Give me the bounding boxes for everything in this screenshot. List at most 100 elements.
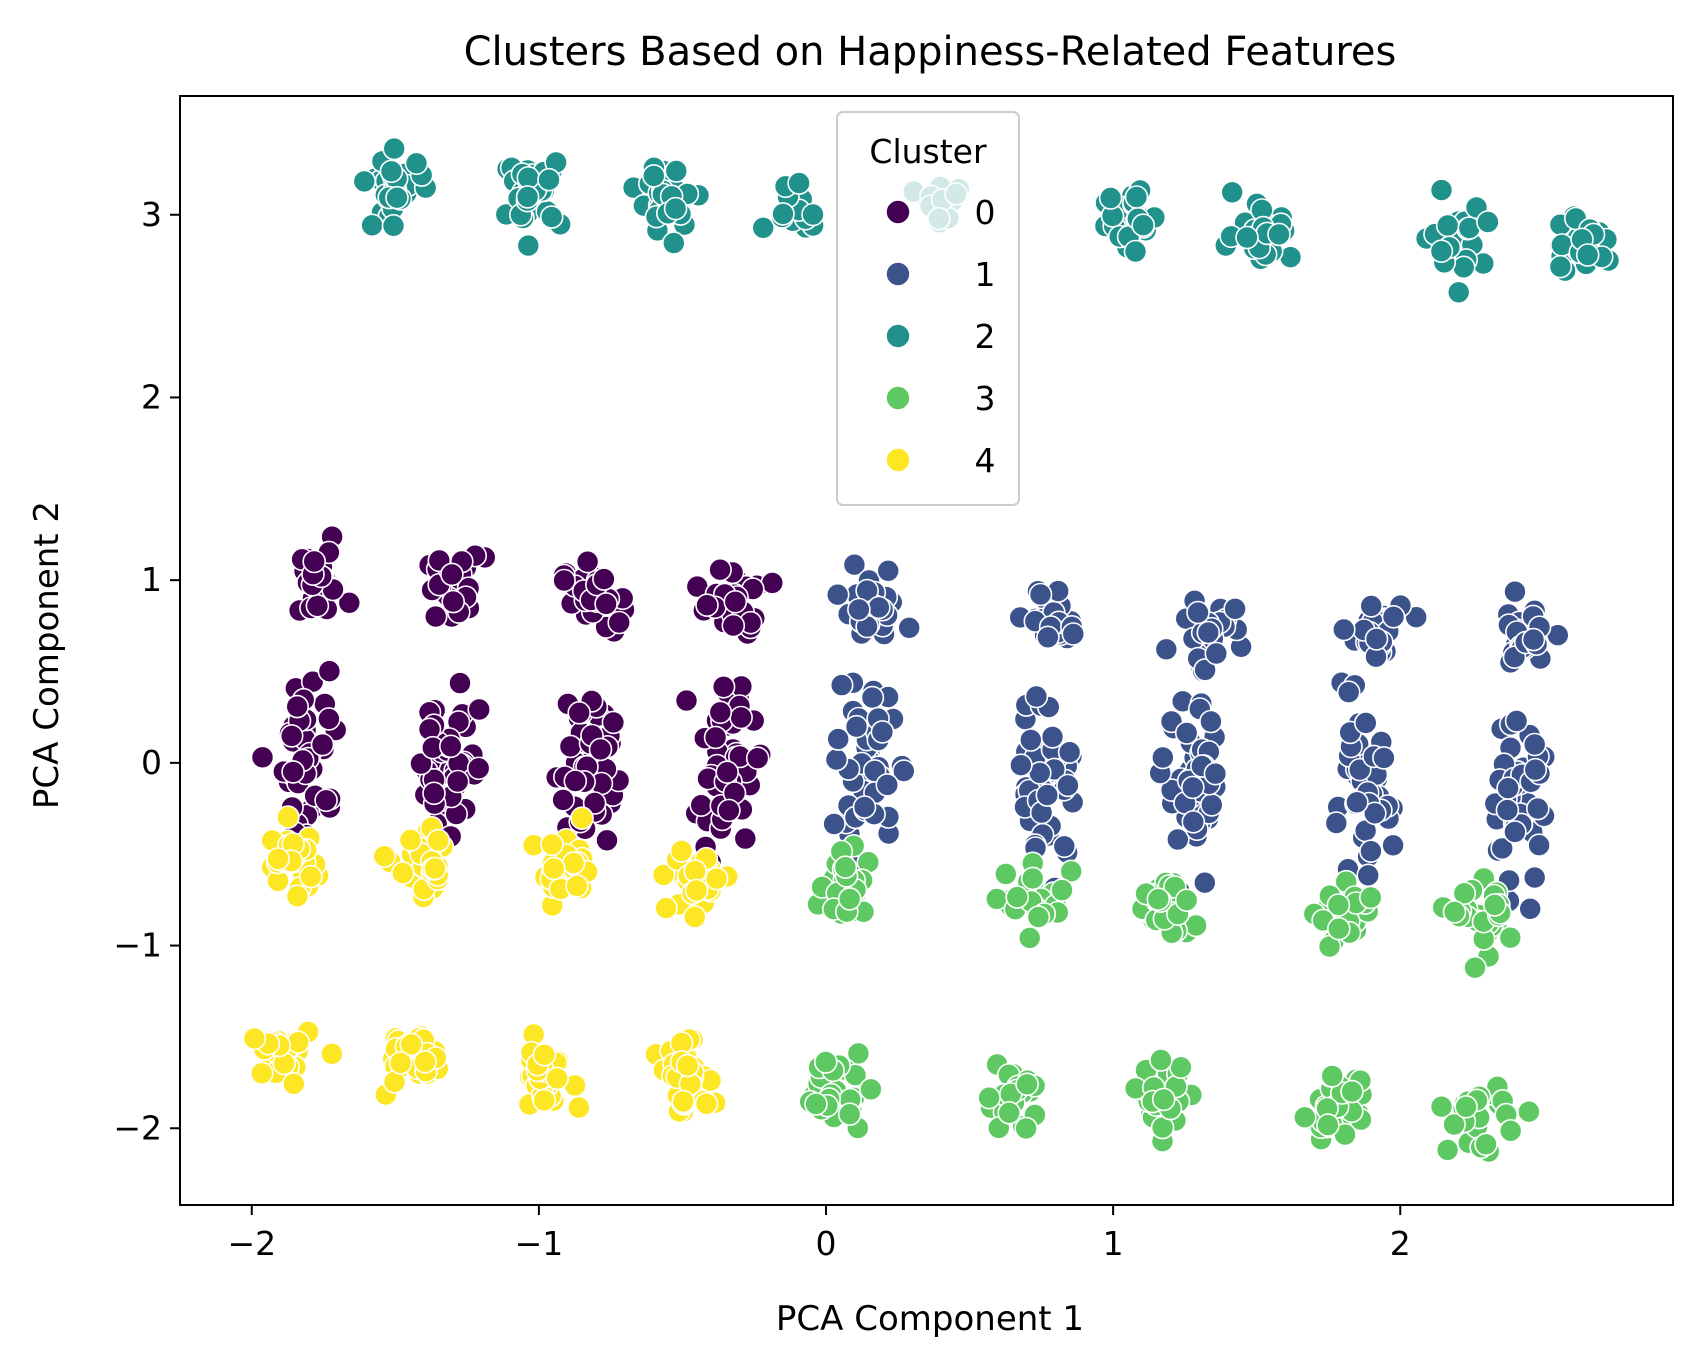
scatter-point-cluster-2 bbox=[352, 169, 377, 194]
scatter-point-cluster-1 bbox=[1364, 627, 1389, 651]
scatter-point-cluster-4 bbox=[669, 839, 694, 863]
scatter-point-cluster-3 bbox=[1474, 1132, 1498, 1157]
legend: Cluster 0 1 2 3 4 bbox=[836, 111, 1020, 506]
scatter-point-cluster-1 bbox=[1490, 836, 1514, 861]
scatter-point-cluster-2 bbox=[537, 167, 561, 192]
scatter-point-cluster-1 bbox=[1354, 711, 1378, 735]
scatter-point-cluster-3 bbox=[1482, 893, 1507, 917]
scatter-point-cluster-3 bbox=[1050, 878, 1074, 902]
scatter-point-cluster-2 bbox=[360, 213, 384, 238]
scatter-point-cluster-0 bbox=[310, 732, 335, 757]
scatter-point-cluster-3 bbox=[1015, 1072, 1039, 1097]
scatter-point-cluster-4 bbox=[694, 1092, 719, 1116]
scatter-point-cluster-0 bbox=[729, 705, 753, 730]
scatter-point-cluster-1 bbox=[1193, 870, 1217, 895]
scatter-point-cluster-0 bbox=[595, 828, 619, 853]
scatter-point-cluster-0 bbox=[285, 694, 310, 719]
scatter-point-cluster-1 bbox=[842, 552, 867, 577]
scatter-point-cluster-0 bbox=[733, 826, 758, 851]
scatter-point-cluster-4 bbox=[249, 1061, 274, 1086]
scatter-point-cluster-1 bbox=[1504, 709, 1529, 733]
scatter-point-cluster-3 bbox=[837, 887, 862, 911]
scatter-point-cluster-1 bbox=[1154, 637, 1179, 662]
scatter-point-cluster-0 bbox=[708, 557, 732, 582]
scatter-point-cluster-1 bbox=[1381, 604, 1406, 629]
scatter-point-cluster-0 bbox=[422, 781, 446, 806]
scatter-point-cluster-1 bbox=[870, 720, 895, 744]
scatter-point-cluster-0 bbox=[703, 725, 728, 750]
scatter-point-cluster-3 bbox=[1174, 888, 1199, 913]
scatter-point-cluster-1 bbox=[891, 759, 916, 783]
scatter-point-cluster-1 bbox=[826, 727, 851, 751]
scatter-point-cluster-3 bbox=[1454, 1095, 1478, 1119]
plot-area-frame bbox=[179, 95, 1674, 1206]
scatter-point-cluster-0 bbox=[607, 610, 632, 635]
scatter-point-cluster-1 bbox=[1057, 740, 1082, 765]
scatter-point-cluster-3 bbox=[1498, 925, 1523, 950]
scatter-point-cluster-1 bbox=[1040, 725, 1065, 749]
scatter-point-cluster-4 bbox=[651, 863, 676, 887]
scatter-point-cluster-1 bbox=[1199, 709, 1223, 734]
y-tick-label: 2 bbox=[141, 377, 162, 416]
x-tick-label: 0 bbox=[816, 1224, 837, 1263]
scatter-point-cluster-4 bbox=[684, 878, 709, 903]
scatter-point-cluster-4 bbox=[545, 1066, 570, 1091]
scatter-point-cluster-3 bbox=[1452, 881, 1477, 906]
scatter-point-cluster-1 bbox=[1496, 776, 1520, 801]
legend-marker-cluster-4 bbox=[885, 447, 911, 473]
scatter-point-cluster-1 bbox=[1495, 798, 1520, 822]
scatter-point-cluster-0 bbox=[302, 549, 327, 574]
scatter-point-cluster-1 bbox=[1028, 582, 1053, 607]
scatter-point-cluster-0 bbox=[466, 756, 491, 781]
scatter-point-cluster-0 bbox=[467, 697, 492, 722]
scatter-point-cluster-3 bbox=[977, 1085, 1001, 1110]
scatter-point-cluster-0 bbox=[423, 604, 448, 629]
scatter-point-cluster-1 bbox=[1521, 627, 1546, 652]
y-tick-label: −2 bbox=[113, 1108, 162, 1147]
scatter-point-cluster-2 bbox=[385, 185, 409, 210]
legend-label-cluster-4: 4 bbox=[975, 441, 996, 480]
scatter-point-cluster-3 bbox=[804, 1092, 828, 1116]
scatter-point-cluster-0 bbox=[575, 549, 600, 574]
scatter-point-cluster-3 bbox=[859, 1077, 883, 1102]
scatter-point-cluster-3 bbox=[1293, 1105, 1317, 1130]
y-axis-label: PCA Component 2 bbox=[27, 501, 67, 809]
scatter-point-cluster-1 bbox=[1204, 641, 1229, 666]
scatter-point-cluster-4 bbox=[532, 1043, 557, 1067]
scatter-point-cluster-1 bbox=[1522, 865, 1547, 890]
scatter-point-cluster-3 bbox=[993, 862, 1018, 886]
scatter-point-cluster-4 bbox=[388, 1051, 413, 1075]
scatter-point-cluster-0 bbox=[723, 589, 748, 614]
scatter-point-cluster-1 bbox=[829, 673, 854, 697]
scatter-point-cluster-0 bbox=[745, 746, 770, 771]
scatter-point-cluster-1 bbox=[822, 812, 846, 836]
scatter-point-cluster-0 bbox=[715, 760, 740, 785]
scatter-point-cluster-0 bbox=[279, 724, 304, 748]
y-tick-label: 3 bbox=[141, 195, 162, 234]
scatter-point-cluster-3 bbox=[813, 1050, 838, 1074]
scatter-point-cluster-0 bbox=[314, 788, 338, 813]
scatter-point-cluster-3 bbox=[1005, 885, 1030, 909]
scatter-point-cluster-0 bbox=[689, 793, 714, 818]
scatter-point-cluster-3 bbox=[1026, 905, 1051, 929]
x-tick-label: −1 bbox=[515, 1224, 564, 1263]
scatter-point-cluster-3 bbox=[837, 1102, 862, 1126]
scatter-point-cluster-1 bbox=[1056, 773, 1080, 798]
scatter-point-cluster-4 bbox=[675, 1053, 700, 1078]
scatter-point-cluster-2 bbox=[664, 159, 689, 183]
scatter-point-cluster-0 bbox=[317, 659, 342, 684]
scatter-point-cluster-2 bbox=[1131, 213, 1155, 237]
scatter-point-cluster-3 bbox=[1517, 1099, 1541, 1124]
scatter-point-cluster-3 bbox=[1435, 1138, 1460, 1162]
scatter-point-cluster-3 bbox=[997, 1101, 1022, 1125]
scatter-point-cluster-1 bbox=[1527, 833, 1551, 858]
scatter-point-cluster-3 bbox=[1149, 1048, 1173, 1072]
scatter-point-cluster-2 bbox=[404, 151, 429, 176]
scatter-point-cluster-2 bbox=[382, 136, 407, 161]
scatter-point-cluster-3 bbox=[1169, 1055, 1193, 1080]
scatter-point-cluster-4 bbox=[298, 864, 323, 889]
scatter-point-cluster-4 bbox=[398, 828, 423, 852]
legend-label-cluster-3: 3 bbox=[975, 379, 996, 418]
scatter-point-cluster-1 bbox=[1526, 796, 1550, 821]
